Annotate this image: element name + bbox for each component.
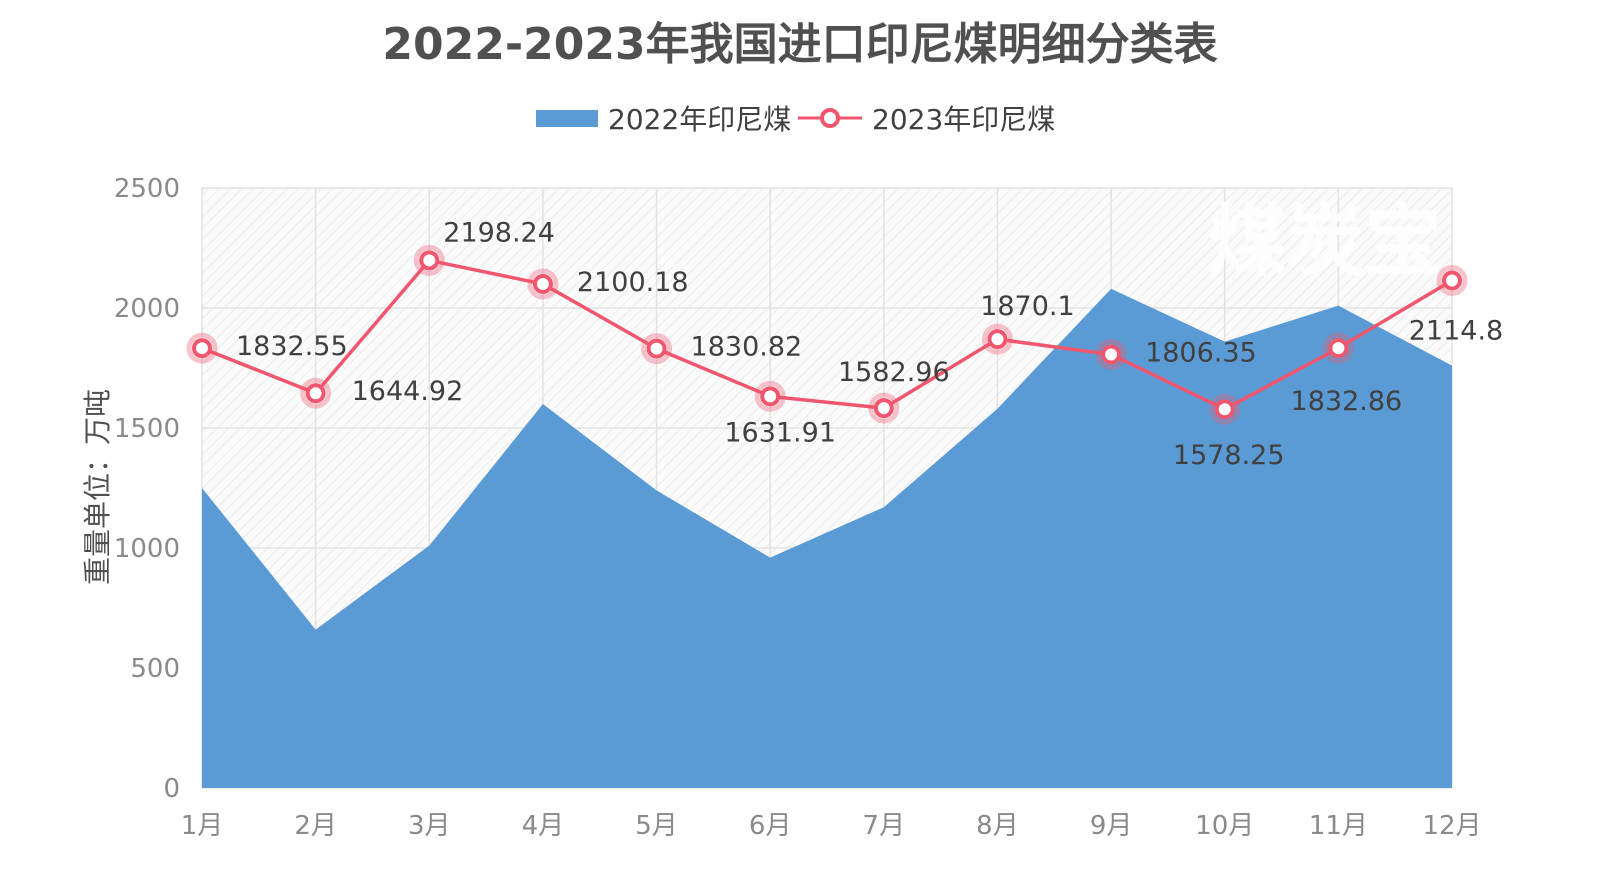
watermark: 煤炭宝 [1208, 197, 1442, 287]
legend-label-2022[interactable]: 2022年印尼煤 [608, 103, 791, 136]
data-label-2023-7: 1870.1 [980, 291, 1074, 322]
area-2022 [202, 288, 1452, 788]
y-tick-1: 500 [130, 654, 180, 684]
y-tick-5: 2500 [114, 174, 180, 204]
data-label-2023-1: 1644.92 [352, 376, 464, 407]
point-2023-10月[interactable] [1209, 393, 1241, 425]
x-tick-0: 1月 [181, 811, 224, 841]
line-2023 [186, 244, 1468, 425]
y-axis-ticks: 0 500 1000 1500 2000 2500 [114, 174, 180, 804]
chart-title: 2022-2023年我国进口印尼煤明细分类表 [382, 19, 1218, 70]
point-2023-2月[interactable] [300, 377, 332, 409]
x-axis-ticks: 1月 2月 3月 4月 5月 6月 7月 8月 9月 10月 11月 12月 [181, 811, 1482, 841]
legend-label-2023[interactable]: 2023年印尼煤 [872, 103, 1055, 136]
data-label-2023-5: 1631.91 [724, 417, 836, 448]
legend-swatch-2022[interactable] [536, 110, 598, 127]
point-2023-3月[interactable] [413, 244, 445, 276]
point-2023-5月[interactable] [641, 333, 673, 365]
data-label-2023-11: 2114.8 [1409, 315, 1503, 346]
data-label-2023-0: 1832.55 [236, 331, 348, 362]
x-tick-8: 9月 [1090, 811, 1133, 841]
data-label-2023-8: 1806.35 [1145, 337, 1257, 368]
y-axis-label: 重量单位：万吨 [81, 389, 114, 585]
line-2023-path [201, 258, 1453, 411]
x-tick-5: 6月 [749, 811, 792, 841]
legend: 2022年印尼煤 2023年印尼煤 [536, 103, 1055, 136]
x-tick-6: 7月 [863, 811, 906, 841]
x-tick-11: 12月 [1422, 811, 1481, 841]
x-tick-7: 8月 [976, 811, 1019, 841]
point-2023-7月[interactable] [868, 392, 900, 424]
y-tick-3: 1500 [114, 414, 180, 444]
data-label-2023-9: 1578.25 [1173, 440, 1285, 471]
x-tick-4: 5月 [635, 811, 678, 841]
data-label-2023-10: 1832.86 [1291, 386, 1403, 417]
x-tick-9: 10月 [1195, 811, 1254, 841]
x-tick-1: 2月 [294, 811, 337, 841]
data-label-2023-4: 1830.82 [691, 332, 803, 363]
y-tick-4: 2000 [114, 294, 180, 324]
legend-swatch-2023-marker[interactable] [820, 108, 840, 128]
x-tick-10: 11月 [1309, 811, 1368, 841]
data-label-2023-2: 2198.24 [443, 217, 555, 248]
x-tick-2: 3月 [408, 811, 451, 841]
point-2023-4月[interactable] [527, 268, 559, 300]
data-label-2023-6: 1582.96 [838, 357, 950, 388]
y-tick-2: 1000 [114, 534, 180, 564]
point-2023-9月[interactable] [1095, 338, 1127, 370]
data-label-2023-3: 2100.18 [577, 267, 689, 298]
point-2023-6月[interactable] [754, 380, 786, 412]
point-2023-12月[interactable] [1436, 264, 1468, 296]
point-2023-8月[interactable] [981, 323, 1013, 355]
x-tick-3: 4月 [522, 811, 565, 841]
y-tick-0: 0 [163, 774, 180, 804]
point-2023-1月[interactable] [186, 332, 218, 364]
point-2023-11月[interactable] [1322, 332, 1354, 364]
